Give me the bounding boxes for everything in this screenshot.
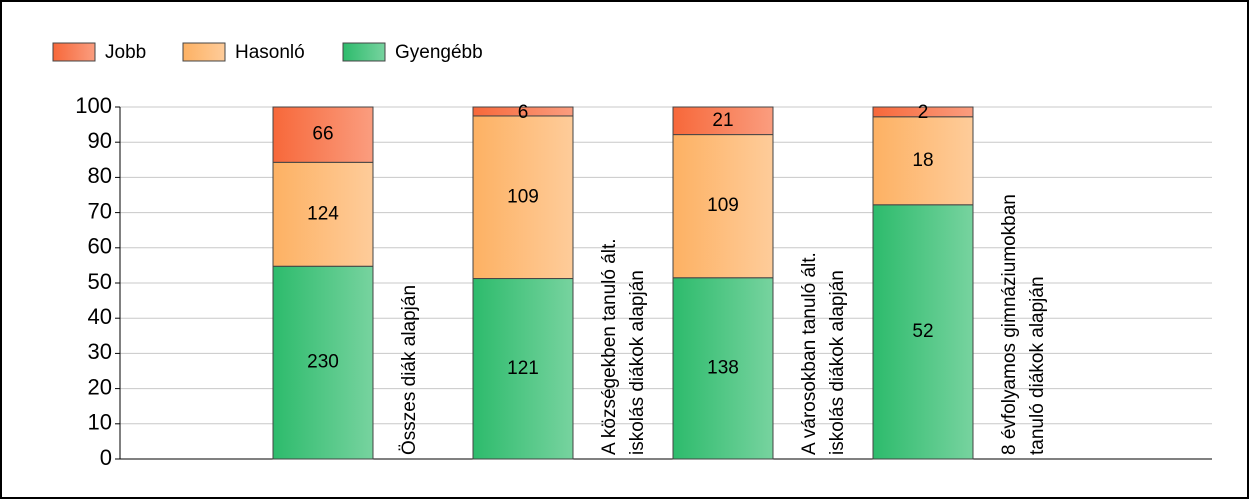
category-label: A községekben tanuló ált. <box>599 238 620 455</box>
legend-swatch <box>182 42 226 62</box>
y-tick-label: 10 <box>88 410 112 435</box>
legend-label: Jobb <box>105 42 146 63</box>
data-label: 230 <box>307 352 339 373</box>
bar-segment <box>872 106 974 118</box>
legend-swatch <box>342 42 386 62</box>
data-label: 52 <box>912 321 933 342</box>
category-label: iskolás diákok alapján <box>627 270 648 455</box>
y-tick-label: 0 <box>100 445 112 470</box>
y-tick-label: 40 <box>88 304 112 329</box>
data-label: 138 <box>707 357 739 378</box>
legend-label: Gyengébb <box>395 42 483 63</box>
bar-segment <box>672 134 774 279</box>
y-tick-label: 90 <box>88 128 112 153</box>
data-label: 21 <box>712 110 733 131</box>
category-label: A városokban tanuló ált. <box>799 252 820 455</box>
bar-segment <box>272 265 374 460</box>
category-label: iskolás diákok alapján <box>827 270 848 455</box>
y-tick-label: 100 <box>75 93 112 118</box>
bar-segment <box>472 115 574 280</box>
data-label: 109 <box>707 195 739 216</box>
bar-segment <box>872 116 974 206</box>
y-tick-label: 60 <box>88 234 112 259</box>
category-label: Összes diák alapján <box>399 285 420 455</box>
bar-segment <box>672 106 774 136</box>
y-tick-label: 20 <box>88 374 112 399</box>
data-label: 124 <box>307 203 339 224</box>
category-label: 8 évfolyamos gimnáziumokban <box>999 194 1020 455</box>
y-tick-label: 70 <box>88 198 112 223</box>
bar-segment <box>472 106 574 117</box>
data-label: 109 <box>507 186 539 207</box>
y-tick-label: 30 <box>88 339 112 364</box>
data-label: 18 <box>912 150 933 171</box>
bar-segment <box>472 278 574 460</box>
y-tick-label: 80 <box>88 163 112 188</box>
category-label: tanuló diákok alapján <box>1027 276 1048 455</box>
data-label: 6 <box>518 102 529 123</box>
data-label: 2 <box>918 102 929 123</box>
bar-segment <box>672 277 774 460</box>
legend-label: Hasonló <box>235 42 305 63</box>
y-tick-label: 50 <box>88 269 112 294</box>
data-label: 66 <box>312 124 333 145</box>
legend-swatch <box>52 42 96 62</box>
bar-segment <box>272 106 374 163</box>
data-label: 121 <box>507 358 539 379</box>
bar-segment <box>872 204 974 460</box>
